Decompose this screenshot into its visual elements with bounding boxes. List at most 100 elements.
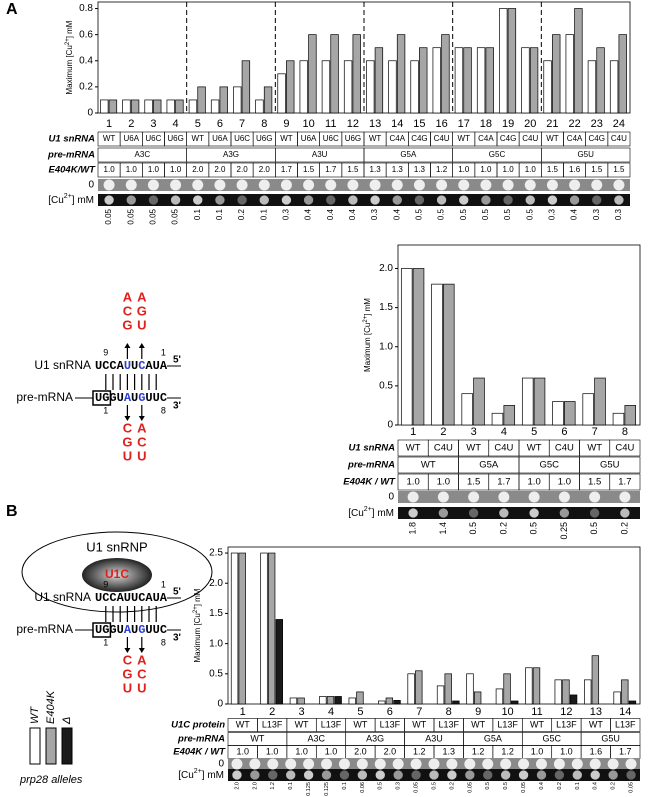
spot — [369, 179, 381, 191]
y-tick-label: 0.5 — [209, 668, 223, 679]
table-cell-text: 1.0 — [170, 165, 182, 174]
spot — [321, 758, 333, 770]
bar — [343, 60, 353, 114]
bar — [241, 60, 251, 114]
spot — [447, 770, 457, 780]
y-axis-label-part: Maximum [Cu — [363, 323, 372, 372]
bar — [454, 47, 464, 114]
spot — [547, 195, 558, 205]
table-cell-text: A3C — [135, 150, 151, 159]
spot — [250, 770, 260, 780]
y-axis-label: Maximum [Cu2+] mM — [193, 588, 203, 662]
bar — [525, 667, 533, 705]
spot — [370, 195, 380, 205]
table-cell-text: 1.6 — [569, 165, 581, 174]
lane-number: 3 — [471, 426, 477, 438]
plot-frame — [397, 244, 641, 426]
spot-row-label: 0 — [218, 759, 224, 770]
spot — [559, 508, 570, 518]
table-cell-text: L13F — [615, 719, 636, 729]
table-cell-text: WT — [527, 443, 542, 454]
table-cell-text: C4U — [611, 134, 627, 143]
sequence-part: UUC — [145, 391, 167, 405]
spot-label: 0.4 — [304, 208, 313, 220]
spot — [147, 179, 159, 191]
bar — [286, 60, 295, 114]
spot — [571, 758, 583, 770]
lane-number: 12 — [347, 118, 359, 130]
spot — [429, 770, 439, 780]
exon-box — [92, 390, 112, 406]
table-cell-text: L13F — [321, 719, 342, 729]
end-label: 3' — [173, 401, 181, 412]
spot-row-label-part: 2+ — [194, 768, 202, 775]
spot — [170, 179, 182, 191]
table-cell-text: C4U — [522, 134, 538, 143]
bar — [238, 552, 246, 705]
spot — [480, 179, 492, 191]
spot-label: 0.05 — [628, 782, 634, 793]
bar — [552, 401, 564, 426]
lane-number: 9 — [475, 706, 481, 718]
table-cell — [609, 473, 641, 491]
table-cell-text: U6C — [145, 134, 161, 143]
table-cell-text: WT — [471, 719, 485, 729]
spot-row-bg — [398, 507, 640, 519]
spot — [446, 758, 458, 770]
spot-label: 0.1 — [215, 208, 224, 220]
lane-number: 11 — [531, 706, 542, 718]
spot — [436, 195, 447, 205]
position-number: 9 — [103, 347, 108, 357]
arrow-head — [124, 416, 131, 421]
bar — [495, 688, 504, 705]
spot — [267, 758, 279, 770]
lane-number: 1 — [240, 706, 246, 718]
lane-number: 10 — [302, 118, 314, 130]
bar — [233, 86, 242, 114]
y-axis-label-part: 2+ — [363, 315, 369, 322]
table-cell-text: 1.0 — [104, 165, 116, 174]
spot — [237, 195, 247, 205]
table-cell-text: 1.5 — [613, 165, 625, 174]
table-cell-text: G5U — [600, 460, 620, 471]
spot — [303, 770, 314, 780]
lane-number: 24 — [613, 118, 625, 130]
bar — [503, 673, 511, 705]
spot — [483, 770, 493, 780]
spot — [589, 491, 601, 503]
spot — [347, 179, 359, 191]
sequence-part: A — [124, 391, 132, 405]
spot-label: 0.1 — [342, 782, 348, 790]
lane-number: 7 — [592, 426, 598, 438]
bar — [432, 47, 441, 114]
table-cell-text: 1.7 — [281, 165, 293, 174]
spot — [500, 758, 512, 770]
bar — [591, 655, 600, 705]
table-cell-text: C4G — [589, 134, 605, 143]
spot — [518, 758, 530, 770]
row-label: E404K / WT — [343, 477, 396, 488]
bar — [410, 60, 419, 114]
spot-label: 0.06 — [360, 782, 366, 793]
table-cell-text: G5C — [542, 733, 561, 743]
spot — [535, 758, 547, 770]
spot-row-bg — [398, 491, 640, 503]
spot — [619, 491, 631, 503]
lane-number: 8 — [446, 706, 452, 718]
spot-label: 0.3 — [592, 208, 601, 220]
y-tick-label: 1.0 — [209, 638, 223, 649]
spot-label: 0.1 — [575, 782, 581, 790]
y-tick-label: 2.5 — [209, 548, 223, 559]
mutant-base: A — [137, 420, 147, 435]
spot-row-label-part: 2+ — [364, 506, 372, 513]
table-cell-text: 2.0 — [237, 165, 249, 174]
bar — [122, 99, 131, 114]
y-tick-label: 0 — [87, 108, 93, 119]
bar — [532, 667, 541, 705]
spot-label: 0.2 — [498, 522, 508, 535]
spot — [413, 179, 425, 191]
table-cell-text: WT — [466, 443, 481, 454]
spot — [608, 770, 618, 780]
table-cell-text: 1.0 — [458, 165, 470, 174]
table-cell-text: 2.0 — [192, 165, 204, 174]
